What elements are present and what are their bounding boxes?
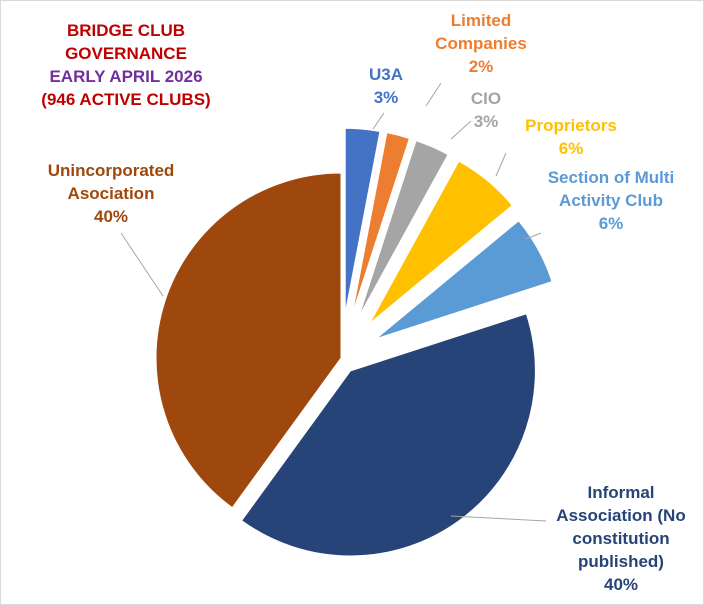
- title-line: BRIDGE CLUB: [66, 21, 186, 40]
- pie-slice: [375, 220, 553, 340]
- slice-label: U3A 3%: [356, 63, 416, 109]
- leader-line: [450, 515, 547, 522]
- category-name: Informal Association (No constitution pu…: [556, 483, 686, 571]
- leader-line: [120, 232, 164, 297]
- pie-slice: [344, 127, 381, 314]
- leader-line: [372, 112, 385, 130]
- pie-slice: [240, 313, 536, 557]
- title: BRIDGE CLUB GOVERNANCE EARLY APRIL 2026 (94…: [11, 19, 241, 111]
- value-label: 2%: [468, 57, 494, 76]
- leader-line: [525, 232, 542, 240]
- value-label: 3%: [373, 88, 399, 107]
- category-name: U3A: [368, 65, 403, 84]
- slice-label: CIO 3%: [456, 87, 516, 133]
- category-name: Proprietors: [525, 116, 617, 135]
- pie-slice: [369, 160, 513, 324]
- slice-label: Informal Association (No constitution pu…: [546, 481, 696, 596]
- leader-line: [425, 82, 442, 107]
- pie-slice: [155, 172, 342, 509]
- category-name: CIO: [470, 89, 502, 108]
- pie-slice: [358, 140, 449, 317]
- category-name: Section of Multi Activity Club: [547, 168, 675, 210]
- title-line: EARLY APRIL 2026: [49, 67, 203, 86]
- title-line: (946 ACTIVE CLUBS): [41, 90, 211, 109]
- slice-label: Limited Companies 2%: [421, 9, 541, 78]
- category-name: Unincorporated Asociation: [47, 161, 175, 203]
- leader-line: [450, 120, 472, 140]
- pie-slice: [351, 132, 410, 315]
- value-label: 40%: [603, 575, 639, 594]
- slice-label: Unincorporated Asociation 40%: [31, 159, 191, 228]
- slice-label: Section of Multi Activity Club 6%: [541, 166, 681, 235]
- value-label: 40%: [93, 207, 129, 226]
- category-name: Limited Companies: [435, 11, 527, 53]
- leader-line: [495, 152, 507, 177]
- value-label: 6%: [558, 139, 584, 158]
- title-line: GOVERNANCE: [65, 44, 187, 63]
- value-label: 3%: [473, 112, 499, 131]
- value-label: 6%: [598, 214, 624, 233]
- slice-label: Proprietors 6%: [506, 114, 636, 160]
